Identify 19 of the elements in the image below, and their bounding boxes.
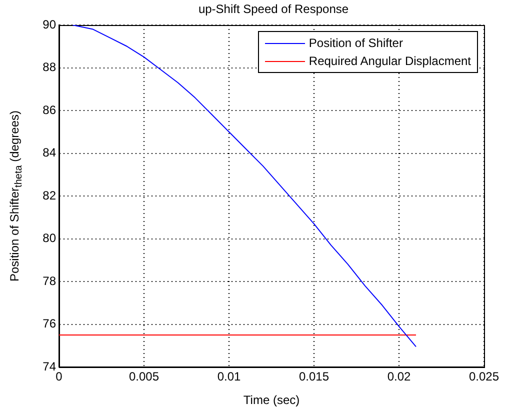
y-tick-label: 74 (42, 359, 56, 374)
y-tick-label: 78 (42, 274, 56, 288)
y-tick-label: 82 (42, 188, 56, 202)
legend-label: Position of Shifter (308, 36, 403, 50)
legend-label: Required Angular Displacment (308, 54, 471, 68)
x-tick-label: 0 (56, 370, 63, 384)
y-tick-label: 84 (42, 146, 56, 160)
x-tick-label: 0.015 (298, 370, 330, 384)
y-tick-label: 90 (42, 17, 56, 32)
x-tick-label: 0.02 (387, 370, 411, 384)
y-tick-label: 88 (42, 60, 56, 74)
x-tick-label: 0.005 (128, 370, 160, 384)
y-tick-label: 80 (42, 231, 56, 246)
x-axis-title: Time (sec) (243, 393, 300, 408)
x-tick-label: 0.01 (217, 370, 241, 384)
x-tick-label: 0.025 (468, 370, 500, 384)
y-tick-label: 86 (42, 102, 56, 117)
chart-title: up-Shift Speed of Response (197, 2, 350, 16)
y-tick-label: 76 (42, 316, 56, 331)
